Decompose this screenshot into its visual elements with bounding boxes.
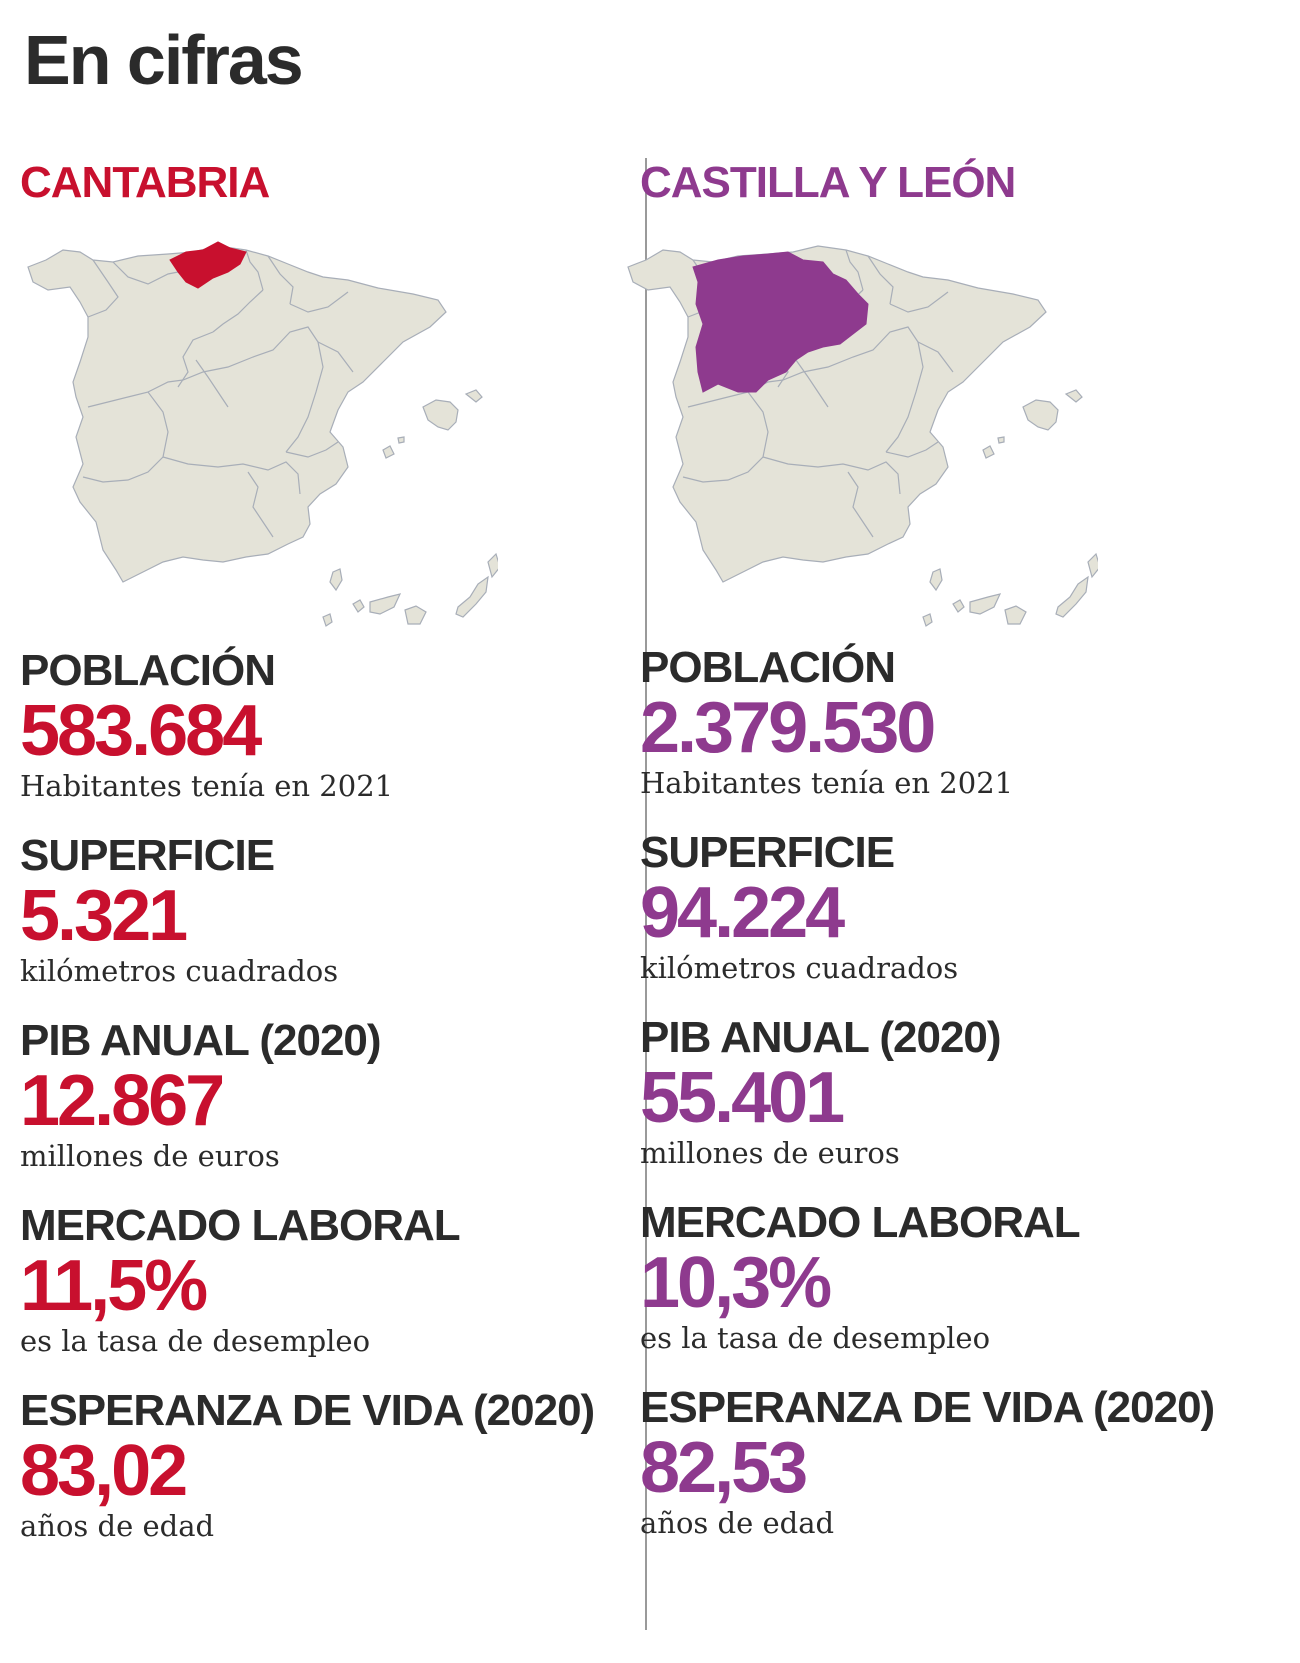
- stat-label: POBLACIÓN: [20, 646, 276, 695]
- island-shape: [929, 568, 943, 592]
- region-border: [267, 255, 294, 305]
- stat-description: años de edad: [20, 1509, 215, 1543]
- region-border: [82, 391, 169, 483]
- page-title: En cifras: [24, 21, 304, 99]
- island-shape: [952, 599, 965, 613]
- stat-mercado-laboral: MERCADO LABORAL 11,5% es la tasa de dese…: [20, 1201, 461, 1359]
- stat-description: años de edad: [640, 1506, 835, 1540]
- stat-value: 55.401: [640, 1058, 845, 1138]
- stat-value: 83,02: [20, 1431, 188, 1511]
- stat-pib: PIB ANUAL (2020) 12.867 millones de euro…: [20, 1016, 382, 1174]
- stat-pib: PIB ANUAL (2020) 55.401 millones de euro…: [640, 1013, 1002, 1171]
- region-border: [212, 289, 264, 333]
- region-border: [289, 291, 349, 313]
- stat-label: POBLACIÓN: [640, 643, 896, 692]
- stat-description: es la tasa de desempleo: [640, 1321, 991, 1355]
- island-shape: [997, 436, 1005, 444]
- island-shape: [352, 599, 365, 613]
- stat-value: 2.379.530: [640, 688, 936, 768]
- region-border: [747, 326, 924, 453]
- region-border: [682, 391, 769, 483]
- spain-map: [627, 245, 1098, 627]
- region-title: CASTILLA Y LEÓN: [640, 158, 1016, 207]
- stat-label: MERCADO LABORAL: [20, 1201, 461, 1250]
- stat-superficie: SUPERFICIE 5.321 kilómetros cuadrados: [20, 833, 338, 989]
- region-border: [917, 341, 954, 373]
- stat-description: kilómetros cuadrados: [640, 951, 959, 985]
- stat-description: Habitantes tenía en 2021: [20, 769, 394, 803]
- region-border: [889, 291, 949, 313]
- region-border: [885, 441, 939, 458]
- region-column-castilla-y-leon: CASTILLA Y LEÓN POBLACIÓN 2.379.530 Habi…: [627, 0, 1290, 1663]
- stat-description: kilómetros cuadrados: [20, 954, 339, 988]
- stat-mercado-laboral: MERCADO LABORAL 10,3% es la tasa de dese…: [640, 1198, 1081, 1356]
- island-shape: [329, 568, 343, 592]
- region-border: [247, 471, 274, 538]
- region-border: [795, 359, 829, 408]
- region-border: [87, 259, 119, 318]
- region-border: [762, 456, 901, 495]
- region-border: [112, 261, 179, 285]
- stat-value: 10,3%: [640, 1243, 832, 1323]
- stat-label: MERCADO LABORAL: [640, 1198, 1081, 1247]
- region-column-cantabria: CANTABRIA POBLACIÓN 583.684 Habitantes t…: [0, 0, 630, 1663]
- island-shape: [322, 613, 333, 627]
- stat-poblacion: POBLACIÓN 583.684 Habitantes tenía en 20…: [20, 648, 393, 804]
- stat-label: ESPERANZA DE VIDA (2020): [640, 1383, 1215, 1432]
- stat-esperanza-vida: ESPERANZA DE VIDA (2020) 82,53 años de e…: [640, 1383, 1215, 1541]
- island-shape: [1004, 605, 1027, 625]
- island-shape: [397, 436, 405, 444]
- cantabria-region-shape: [169, 241, 247, 289]
- stat-value: 5.321: [20, 876, 188, 956]
- stat-description: es la tasa de desempleo: [20, 1324, 371, 1358]
- island-shape: [1055, 575, 1089, 618]
- island-shape: [969, 593, 1002, 615]
- stat-description: millones de euros: [20, 1139, 280, 1173]
- region-border: [245, 249, 264, 291]
- island-shape: [1022, 399, 1059, 431]
- stat-poblacion: POBLACIÓN 2.379.530 Habitantes tenía en …: [640, 645, 1013, 801]
- island-shape: [1087, 552, 1098, 579]
- island-shape: [487, 552, 498, 579]
- column-divider: [645, 158, 647, 1630]
- island-shape: [922, 613, 933, 627]
- region-border: [285, 441, 339, 458]
- stat-value: 94.224: [640, 873, 845, 953]
- island-shape: [422, 399, 459, 431]
- region-border: [867, 255, 894, 305]
- stat-description: Habitantes tenía en 2021: [640, 766, 1014, 800]
- region-border: [147, 326, 324, 453]
- stat-label: PIB ANUAL (2020): [640, 1013, 1002, 1062]
- spain-map-base: [27, 245, 498, 627]
- stat-value: 12.867: [20, 1061, 225, 1141]
- stat-label: ESPERANZA DE VIDA (2020): [20, 1386, 595, 1435]
- region-border: [845, 249, 864, 291]
- region-title: CANTABRIA: [20, 158, 270, 207]
- castilla-y-leon-region-shape: [692, 251, 869, 393]
- spain-peninsula-shape: [27, 245, 447, 583]
- island-shape: [382, 445, 395, 459]
- island-shape: [404, 605, 427, 625]
- region-border: [317, 341, 354, 373]
- stat-label: SUPERFICIE: [640, 828, 895, 877]
- stat-esperanza-vida: ESPERANZA DE VIDA (2020) 83,02 años de e…: [20, 1386, 595, 1544]
- region-border: [195, 359, 229, 408]
- region-border: [847, 471, 874, 538]
- island-shape: [464, 389, 483, 403]
- stat-label: SUPERFICIE: [20, 831, 275, 880]
- stat-value: 82,53: [640, 1428, 808, 1508]
- stat-label: PIB ANUAL (2020): [20, 1016, 382, 1065]
- island-shape: [1064, 389, 1083, 403]
- region-border: [162, 456, 301, 495]
- stat-value: 11,5%: [20, 1246, 208, 1326]
- stat-value: 583.684: [20, 691, 262, 771]
- island-shape: [455, 575, 489, 618]
- stat-superficie: SUPERFICIE 94.224 kilómetros cuadrados: [640, 830, 958, 986]
- spain-map-borders: [82, 249, 354, 538]
- island-shape: [982, 445, 995, 459]
- island-shape: [369, 593, 402, 615]
- spain-map: [27, 241, 498, 627]
- region-border: [177, 331, 214, 388]
- stat-description: millones de euros: [640, 1136, 900, 1170]
